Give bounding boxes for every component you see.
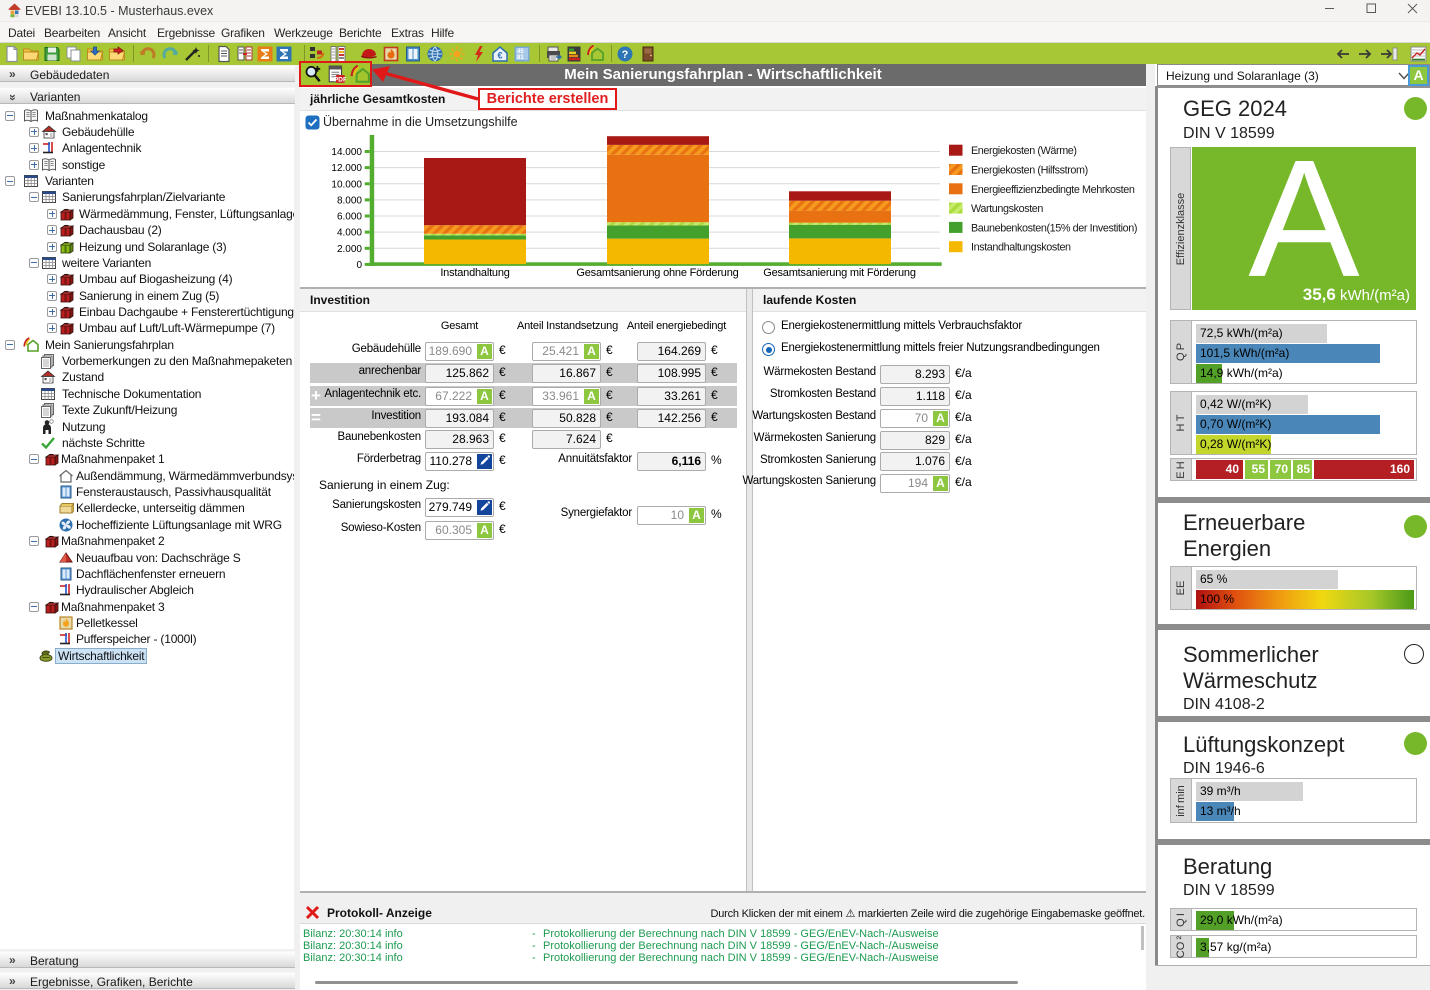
svg-text:Energieeffizienzbedingte Mehrk: Energieeffizienzbedingte Mehrkosten	[971, 184, 1135, 196]
svg-text:6.000: 6.000	[337, 212, 362, 223]
svg-text:14.000: 14.000	[331, 147, 362, 158]
svg-text:Wartungskosten: Wartungskosten	[971, 203, 1043, 215]
svg-text:PDF: PDF	[334, 76, 346, 83]
svg-text:8.000: 8.000	[337, 195, 362, 206]
svg-text:?: ?	[622, 49, 629, 61]
svg-text:€: €	[497, 51, 502, 61]
svg-text:2.000: 2.000	[337, 244, 362, 255]
svg-text:0: 0	[356, 260, 362, 271]
svg-text:10.000: 10.000	[331, 179, 362, 190]
svg-text:45: 45	[517, 49, 524, 55]
svg-text:Energiekosten (Hilfsstrom): Energiekosten (Hilfsstrom)	[971, 165, 1088, 177]
svg-text:Baunebenkosten(15% der Investi: Baunebenkosten(15% der Investition)	[971, 222, 1137, 234]
svg-text:4.000: 4.000	[337, 228, 362, 239]
svg-text:81: 81	[517, 55, 524, 61]
svg-text:12.000: 12.000	[331, 163, 362, 174]
svg-text:Energiekosten (Wärme): Energiekosten (Wärme)	[971, 145, 1077, 157]
svg-text:Instandhaltungskosten: Instandhaltungskosten	[971, 242, 1071, 254]
